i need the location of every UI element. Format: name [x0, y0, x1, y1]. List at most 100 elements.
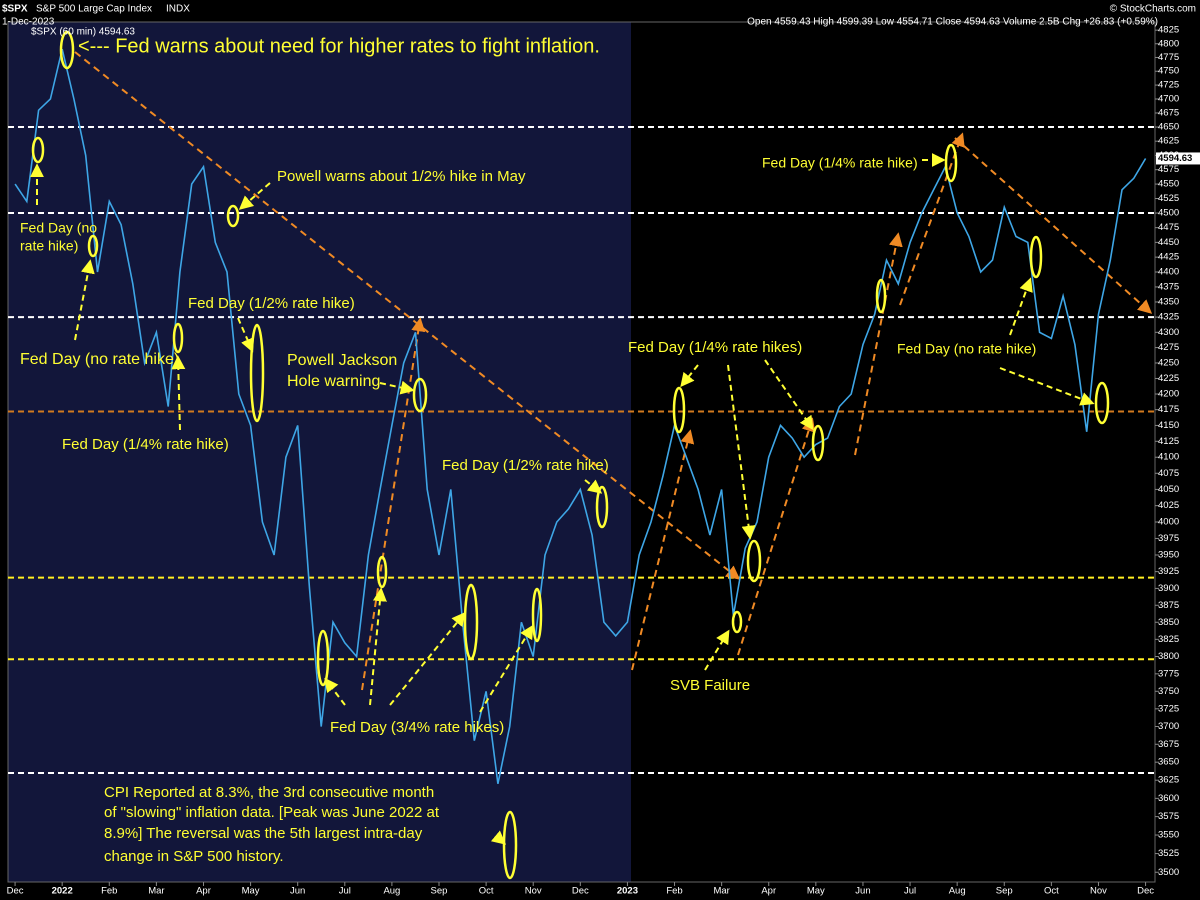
y-tick-label: 4275	[1158, 342, 1179, 353]
y-tick-label: 4800	[1158, 38, 1179, 49]
arrow	[324, 677, 346, 706]
ellipse	[316, 629, 330, 687]
y-tick-label: 4425	[1158, 252, 1179, 263]
ellipse	[1029, 235, 1043, 279]
annotation: Fed Day (1/4% rate hike)	[762, 155, 918, 171]
ellipse	[226, 204, 240, 228]
ellipse	[59, 30, 75, 70]
arrow	[764, 359, 814, 431]
annotation: <--- Fed warns about need for higher rat…	[78, 35, 600, 57]
y-tick-label: 4350	[1158, 296, 1179, 307]
y-tick-label: 4650	[1158, 122, 1179, 133]
x-tick-label: 2022	[52, 886, 73, 897]
ellipse	[31, 136, 45, 164]
ellipse	[944, 143, 958, 183]
y-tick-label: 4200	[1158, 389, 1179, 400]
quote: Open 4559.43 High 4599.39 Low 4554.71 Cl…	[747, 17, 1158, 28]
y-tick-label: 4775	[1158, 52, 1179, 63]
annotation: rate hike)	[20, 238, 78, 254]
x-tick-label: Aug	[949, 886, 966, 897]
y-tick-label: 3675	[1158, 739, 1179, 750]
ellipse	[746, 539, 762, 583]
annotation: Fed Day (1/4% rate hike)	[62, 436, 229, 453]
last-price-label: 4594.63	[1158, 153, 1192, 164]
x-tick-label: 2023	[617, 886, 638, 897]
arrow	[171, 355, 186, 431]
y-tick-label: 3500	[1158, 867, 1179, 878]
levels	[8, 126, 1155, 774]
annotation: of "slowing" inflation data. [Peak was J…	[104, 804, 440, 821]
ellipse	[412, 377, 428, 413]
plot	[14, 49, 1147, 784]
x-tick-label: Dec	[7, 886, 24, 897]
legend-entry: $SPX (60 min) 4594.63	[31, 27, 135, 38]
annotation: Fed Day (1/4% rate hikes)	[628, 339, 802, 356]
shaded-2022	[8, 22, 631, 882]
x-tick-label: Sep	[431, 886, 448, 897]
x-tick-label: Dec	[572, 886, 589, 897]
arrow	[379, 380, 415, 395]
y-tick-label: 3800	[1158, 651, 1179, 662]
x-tick-label: Oct	[479, 886, 494, 897]
y-tick-label: 4550	[1158, 179, 1179, 190]
annotations: <--- Fed warns about need for higher rat…	[20, 35, 1036, 865]
arrow	[237, 317, 254, 353]
trend-line	[854, 232, 903, 456]
x-tick-label: Jun	[290, 886, 305, 897]
ellipse	[672, 386, 686, 434]
arrow	[479, 624, 534, 713]
x-tick-label: Nov	[525, 886, 542, 897]
y-tick-label: 4575	[1158, 164, 1179, 175]
y-tick-label: 4075	[1158, 468, 1179, 479]
arrow	[680, 364, 699, 388]
x-tick-label: Mar	[713, 886, 729, 897]
arrow	[490, 830, 507, 845]
x-tick-label: Jul	[339, 886, 351, 897]
annotation: Powell Jackson	[287, 352, 397, 369]
plot-frame	[7, 21, 1156, 883]
y-tick-label: 3550	[1158, 830, 1179, 841]
arrow	[704, 629, 730, 671]
x-tick-label: Apr	[196, 886, 211, 897]
y-tick-label: 4500	[1158, 208, 1179, 219]
x-tick-label: Aug	[383, 886, 400, 897]
exchange: INDX	[166, 4, 190, 15]
y-tick-label: 4700	[1158, 94, 1179, 105]
y-tick-label: 4375	[1158, 281, 1179, 292]
y-tick-label: 3825	[1158, 634, 1179, 645]
annotation: CPI Reported at 8.3%, the 3rd consecutiv…	[104, 784, 434, 801]
arrow	[999, 367, 1095, 406]
chart-title: S&P 500 Large Cap Index	[36, 4, 152, 15]
annotation: Powell warns about 1/2% hike in May	[277, 168, 526, 185]
y-tick-label: 3575	[1158, 811, 1179, 822]
y-tick-label: 4525	[1158, 193, 1179, 204]
date: 1-Dec-2023	[2, 17, 55, 28]
trend-line	[631, 429, 695, 671]
ellipse	[1094, 381, 1110, 425]
x-tick-label: May	[242, 886, 260, 897]
y-tick-label: 4450	[1158, 237, 1179, 248]
y-tick-label: 4100	[1158, 452, 1179, 463]
y-tick-label: 3925	[1158, 566, 1179, 577]
price-line	[14, 49, 1147, 784]
y-tick-label: 3975	[1158, 533, 1179, 544]
arrow	[727, 364, 756, 540]
ellipse	[531, 587, 543, 643]
arrows	[30, 153, 1095, 845]
x-tick-label: Jul	[904, 886, 916, 897]
y-tick-label: 4400	[1158, 267, 1179, 278]
y-tick-label: 4675	[1158, 107, 1179, 118]
annotation: Fed Day (no rate hike)	[20, 351, 179, 368]
ellipse	[875, 278, 887, 314]
annotation: Fed Day (1/2% rate hike)	[442, 457, 609, 474]
trend-line	[737, 417, 816, 656]
y-tick-label: 4750	[1158, 66, 1179, 77]
y-tick-label: 4025	[1158, 500, 1179, 511]
x-tick-label: Dec	[1137, 886, 1154, 897]
y-tick-label: 4175	[1158, 404, 1179, 415]
y-tick-label: 4725	[1158, 80, 1179, 91]
y-tick-label: 3525	[1158, 848, 1179, 859]
x-tick-label: Feb	[666, 886, 682, 897]
annotation: Fed Day (no	[20, 220, 97, 236]
